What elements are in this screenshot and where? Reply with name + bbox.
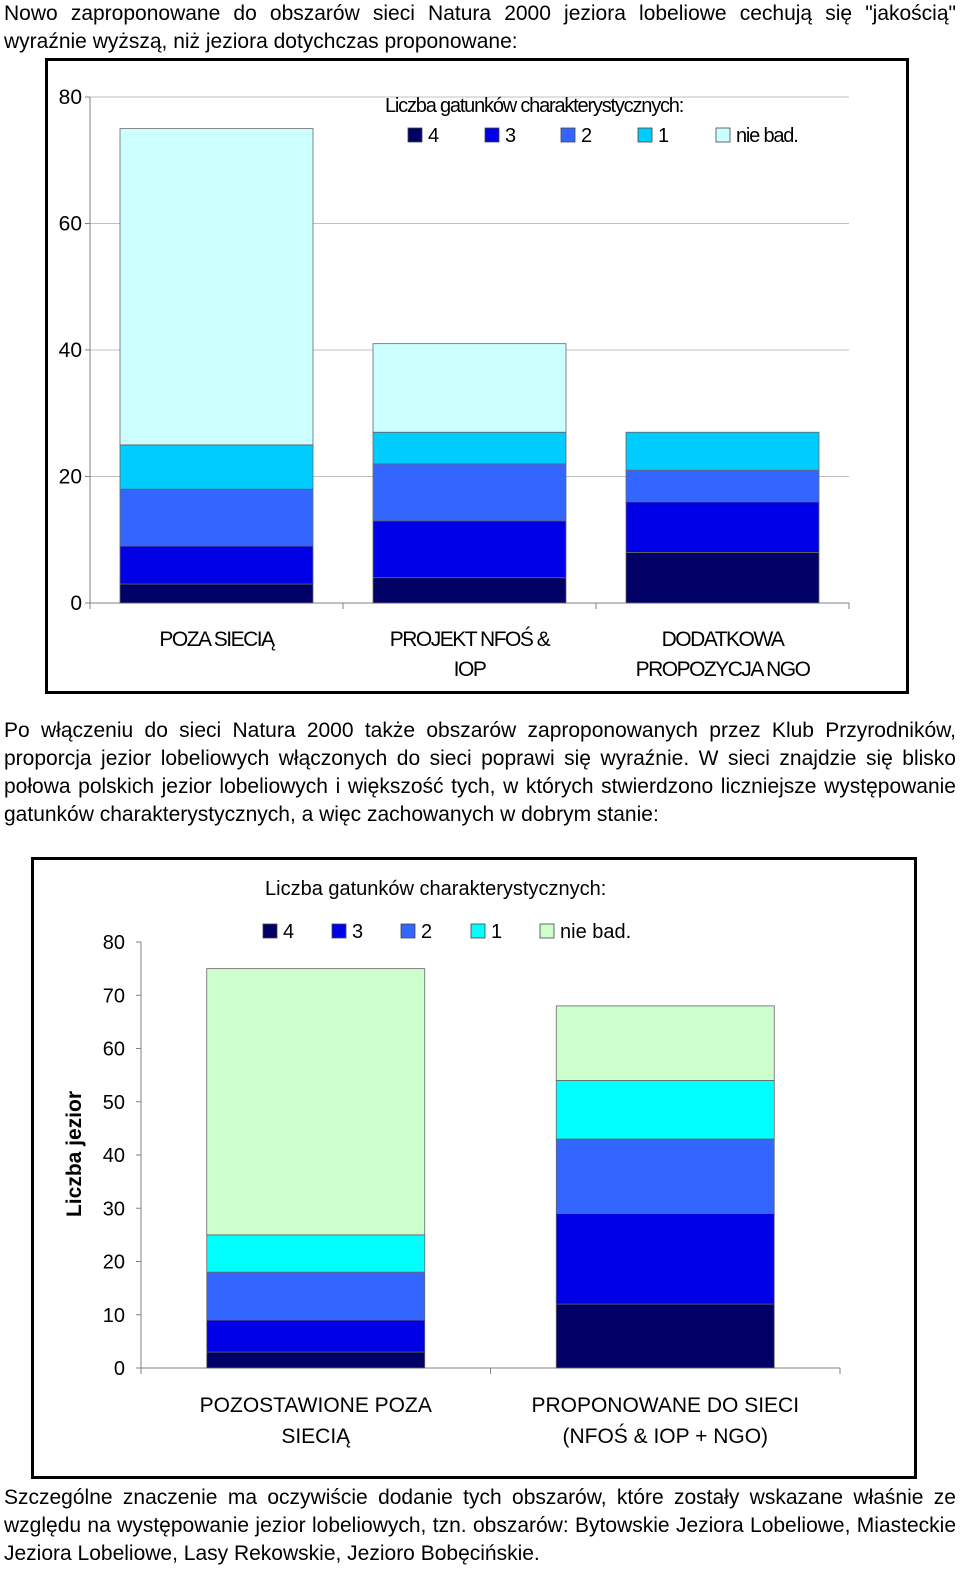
legend-label: 3	[505, 125, 516, 147]
legend-label: 1	[658, 125, 669, 147]
y-tick-label: 50	[103, 1092, 125, 1114]
x-category-label: PROJEKT NFOŚ &	[390, 627, 551, 651]
y-tick-label: 0	[70, 592, 82, 615]
bar-segment-4	[119, 583, 314, 604]
bar-segment-1	[119, 444, 314, 490]
x-category-label: POZOSTAWIONE POZA	[200, 1394, 432, 1417]
legend-swatch	[470, 923, 486, 939]
legend-swatch	[715, 127, 731, 143]
y-tick-label: 0	[114, 1358, 125, 1380]
y-tick-label: 60	[103, 1039, 125, 1061]
bar-segment-3	[119, 545, 314, 585]
bar-segment-nie-bad-	[119, 128, 314, 446]
legend-swatch	[539, 923, 555, 939]
legend-swatch	[560, 127, 576, 143]
chart-2-frame: 0 10 20 30 40 50 60 70 80 POZOSTAWIONE POZA SIECIĄ…	[31, 857, 917, 1479]
middle-paragraph: Po włączeniu do sieci Natura 2000 także …	[4, 719, 956, 826]
chart-1-frame: 0 20 40 60 80 POZA SIECIĄ PROJEKT NFOŚ & IOP DOD…	[45, 58, 909, 694]
y-tick-label: 20	[59, 466, 82, 489]
x-category-label: PROPOZYCJA NGO	[636, 658, 811, 681]
bar-segment-2	[625, 469, 820, 503]
legend-swatch	[400, 923, 416, 939]
y-tick-label: 80	[103, 932, 125, 954]
x-category-label: POZA SIECIĄ	[159, 628, 276, 651]
bar-segment-2	[372, 463, 567, 522]
bar-segment-3	[625, 501, 820, 553]
legend-label: 4	[283, 921, 294, 943]
y-tick-label: 30	[103, 1198, 125, 1220]
legend-swatch	[262, 923, 278, 939]
bar-segment-2	[555, 1138, 775, 1214]
bar-segment-4	[372, 577, 567, 604]
y-tick-label: 10	[103, 1305, 125, 1327]
bar-segment-4	[206, 1351, 426, 1369]
legend-label: nie bad.	[736, 125, 798, 147]
bar-segment-1	[372, 431, 567, 465]
bar-segment-3	[555, 1213, 775, 1305]
bar-segment-1	[555, 1080, 775, 1140]
bar-segment-1	[206, 1234, 426, 1273]
legend-title: Liczba gatunków charakterystycznych:	[385, 95, 683, 117]
bar-segment-nie-bad-	[206, 968, 426, 1236]
legend-label: nie bad.	[560, 921, 631, 943]
bar-segment-1	[625, 431, 820, 471]
bar-segment-nie-bad-	[372, 343, 567, 433]
y-axis-title: Liczba jezior	[63, 1091, 86, 1217]
y-tick-label: 40	[103, 1145, 125, 1167]
y-tick-label: 80	[59, 86, 82, 109]
intro-paragraph: Nowo zaproponowane do obszarów sieci Nat…	[4, 2, 956, 53]
bar-segment-3	[372, 520, 567, 579]
x-category-label: (NFOŚ & IOP + NGO)	[562, 1424, 768, 1448]
y-tick-label: 60	[59, 213, 82, 236]
legend-swatch	[637, 127, 653, 143]
legend-label: 3	[352, 921, 363, 943]
y-tick-label: 20	[103, 1252, 125, 1274]
chart-1: 0 20 40 60 80 POZA SIECIĄ PROJEKT NFOŚ & IOP DOD…	[59, 86, 850, 681]
closing-paragraph: Szczególne znaczenie ma oczywiście dodan…	[4, 1486, 956, 1565]
bar-segment-nie-bad-	[555, 1005, 775, 1081]
x-category-label: IOP	[454, 658, 486, 681]
legend-title: Liczba gatunków charakterystycznych:	[265, 878, 606, 900]
x-category-label: SIECIĄ	[281, 1425, 351, 1448]
legend-label: 1	[491, 921, 502, 943]
legend-swatch	[331, 923, 347, 939]
legend-swatch	[484, 127, 500, 143]
bar-segment-2	[206, 1271, 426, 1321]
legend-label: 2	[581, 125, 592, 147]
legend-swatch	[407, 127, 423, 143]
chart-2: 0 10 20 30 40 50 60 70 80 POZOSTAWIONE POZA SIECIĄ…	[63, 878, 841, 1448]
bar-segment-4	[555, 1303, 775, 1369]
bar-segment-2	[119, 488, 314, 547]
bar-segment-4	[625, 551, 820, 604]
bar-segment-3	[206, 1319, 426, 1353]
y-tick-label: 70	[103, 985, 125, 1007]
legend-label: 4	[428, 125, 439, 147]
legend-label: 2	[421, 921, 432, 943]
x-category-label: DODATKOWA	[662, 628, 785, 651]
x-category-label: PROPONOWANE DO SIECI	[531, 1394, 799, 1417]
y-tick-label: 40	[59, 339, 82, 362]
